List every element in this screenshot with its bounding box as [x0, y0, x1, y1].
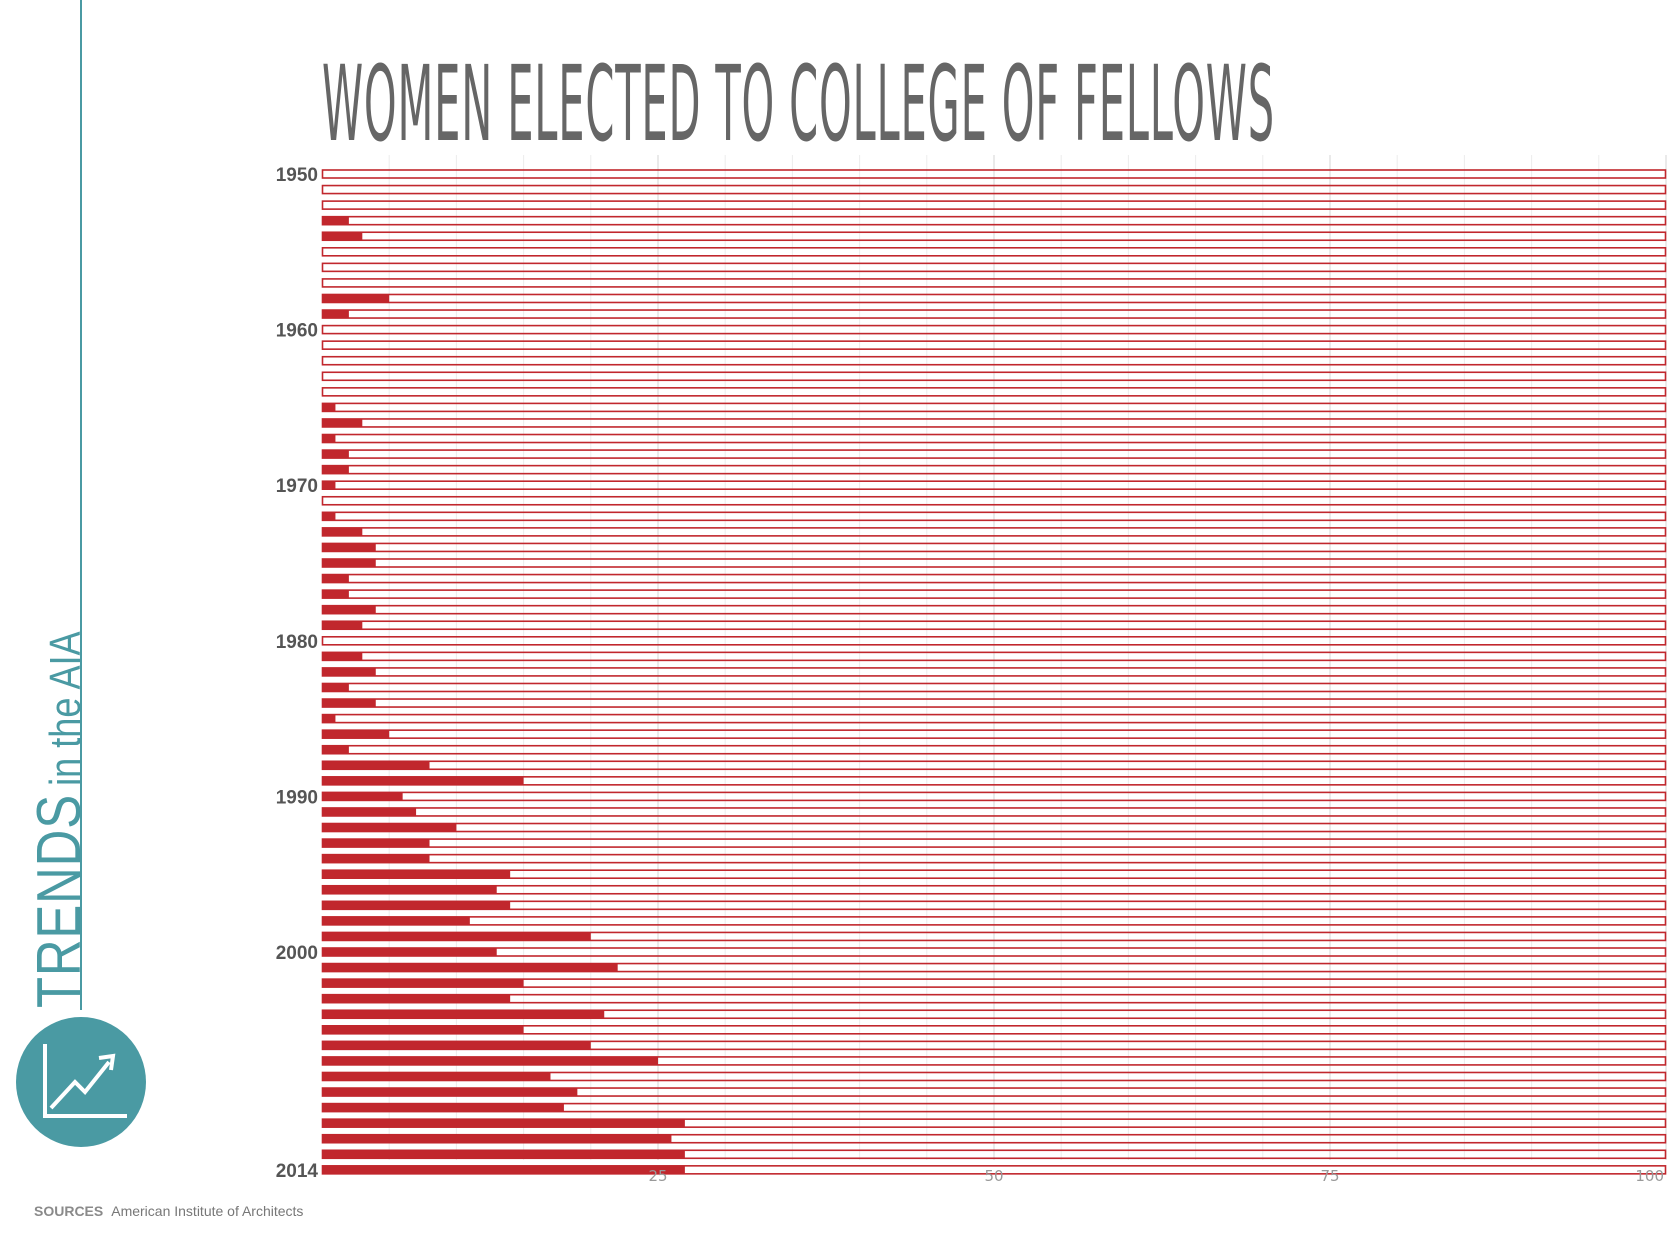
bar: [322, 590, 349, 599]
bar: [322, 761, 430, 770]
sources-label: SOURCES: [34, 1203, 104, 1219]
bar: [322, 574, 349, 583]
bar: [322, 418, 363, 427]
bar: [322, 1165, 685, 1174]
bar-track: [321, 247, 1667, 257]
bar: [322, 450, 349, 459]
y-tick-label: 1980: [276, 632, 318, 653]
y-tick-label: 1970: [276, 476, 318, 497]
bar: [322, 1025, 524, 1034]
bar: [322, 652, 363, 661]
bar: [322, 979, 524, 988]
bar-track: [321, 324, 1667, 335]
bar: [322, 699, 376, 708]
bar: [322, 1056, 658, 1065]
bar-track: [321, 340, 1667, 350]
bar-track: [321, 278, 1667, 288]
bar-track: [321, 200, 1667, 210]
bar: [322, 1134, 672, 1143]
bar: [322, 963, 618, 972]
bar: [322, 294, 390, 303]
x-tick-label: 75: [1320, 1167, 1339, 1185]
bar-track: [321, 635, 1667, 646]
x-tick-label: 50: [984, 1167, 1003, 1185]
y-tick-label: 1960: [276, 321, 318, 342]
bar: [322, 605, 376, 614]
bar: [322, 745, 349, 754]
bar: [322, 465, 349, 474]
chart-title: WOMEN ELECTED TO COLLEGE OF FELLOWS: [322, 43, 1275, 165]
bar: [322, 1088, 578, 1097]
bar-track: [321, 371, 1667, 382]
bar: [322, 714, 336, 723]
bar: [322, 216, 349, 225]
bar: [322, 403, 336, 412]
bar: [322, 232, 363, 241]
bar: [322, 621, 363, 630]
bar: [322, 667, 376, 676]
bar: [322, 1103, 564, 1112]
bar: [322, 527, 363, 536]
bar: [322, 792, 403, 801]
bar: [322, 901, 511, 910]
trend-chart-icon: [16, 1017, 146, 1147]
side-accent-rule: [80, 0, 82, 1010]
bar: [322, 1010, 605, 1019]
bar: [322, 776, 524, 785]
bar: [322, 839, 430, 848]
bar: [322, 434, 336, 443]
bar: [322, 854, 430, 863]
x-tick-label: 25: [648, 1167, 667, 1185]
bar: [322, 512, 336, 521]
bar: [322, 1150, 685, 1159]
bar-track: [321, 262, 1667, 273]
y-tick-label: 2014: [276, 1161, 319, 1182]
bar: [322, 932, 591, 941]
bar-track: [321, 355, 1667, 366]
bar: [322, 1119, 685, 1128]
y-tick-label: 1990: [276, 787, 318, 808]
bar-track: [321, 184, 1667, 195]
bar: [322, 948, 497, 956]
bar-track: [321, 169, 1667, 179]
bar: [322, 1041, 591, 1050]
sources-text: American Institute of Architects: [111, 1203, 304, 1219]
bar: [322, 1072, 551, 1081]
bar: [322, 807, 417, 816]
bar: [322, 730, 390, 739]
bar: [322, 994, 511, 1003]
bar: [322, 683, 349, 692]
bar: [322, 310, 349, 319]
bar: [322, 543, 376, 552]
bar: [322, 916, 470, 925]
bar: [322, 823, 457, 832]
y-tick-label: 2000: [276, 943, 318, 964]
bar: [322, 870, 511, 879]
bar: [322, 559, 376, 567]
bar: [322, 481, 336, 490]
sources-note: SOURCES American Institute of Architects: [34, 1203, 303, 1219]
x-tick-label: 100: [1635, 1167, 1664, 1185]
y-tick-label: 1950: [276, 165, 318, 186]
bar-track: [321, 387, 1667, 397]
bar: [322, 885, 497, 894]
bar-track: [321, 495, 1667, 506]
